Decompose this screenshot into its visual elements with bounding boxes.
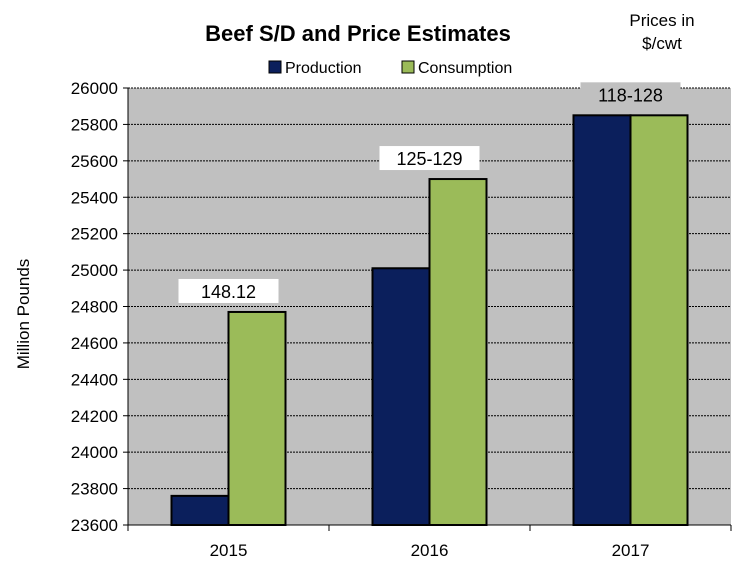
- bar-consumption-2017: [629, 114, 689, 526]
- y-tick-label: 24200: [71, 407, 118, 426]
- price-note-line2: $/cwt: [642, 34, 682, 53]
- legend-swatch-production: [268, 60, 282, 74]
- price-label-bg-2015: [178, 278, 279, 303]
- y-tick-label: 25000: [71, 261, 118, 280]
- y-tick-label: 24600: [71, 334, 118, 353]
- x-tick-label: 2015: [210, 541, 248, 560]
- y-tick-label: 24400: [71, 370, 118, 389]
- price-label-2017: 118-128: [598, 85, 663, 105]
- legend: Production Consumption: [268, 60, 512, 77]
- y-tick-label: 23800: [71, 480, 118, 499]
- y-axis-label: Million Pounds: [14, 259, 33, 370]
- y-tick-label: 25200: [71, 225, 118, 244]
- bars: [170, 114, 689, 527]
- price-note-line1: Prices in: [629, 11, 694, 30]
- price-annotations: 148.12 125-129 118-128: [178, 82, 681, 303]
- legend-label-production: Production: [285, 60, 362, 77]
- legend-label-consumption: Consumption: [418, 60, 512, 77]
- price-label-2015: 148.12: [201, 282, 256, 302]
- bar-production-2017: [572, 114, 632, 526]
- y-tick-label: 25800: [71, 115, 118, 134]
- price-label-bg-2016: [379, 146, 480, 171]
- price-label-bg-2017: [580, 82, 681, 107]
- legend-swatch-consumption: [401, 60, 415, 74]
- y-tick-label: 25600: [71, 152, 118, 171]
- y-tick-label: 23600: [71, 516, 118, 535]
- y-tick-label: 24000: [71, 443, 118, 462]
- bar-production-2015: [170, 494, 230, 527]
- chart-title: Beef S/D and Price Estimates: [205, 21, 511, 46]
- y-tick-label: 26000: [71, 79, 118, 98]
- x-axis-ticks: 2015 2016 2017: [210, 541, 650, 560]
- y-tick-label: 25400: [71, 188, 118, 207]
- bar-production-2016: [371, 267, 431, 526]
- price-label-2016: 125-129: [396, 149, 462, 169]
- y-axis-ticks: 23600 23800 24000 24200 24400 24600 24800 25000…: [71, 79, 128, 535]
- y-tick-label: 24800: [71, 298, 118, 317]
- x-tick-label: 2017: [612, 541, 650, 560]
- bar-consumption-2016: [428, 178, 488, 527]
- x-tick-label: 2016: [411, 541, 449, 560]
- bar-consumption-2015: [227, 310, 287, 526]
